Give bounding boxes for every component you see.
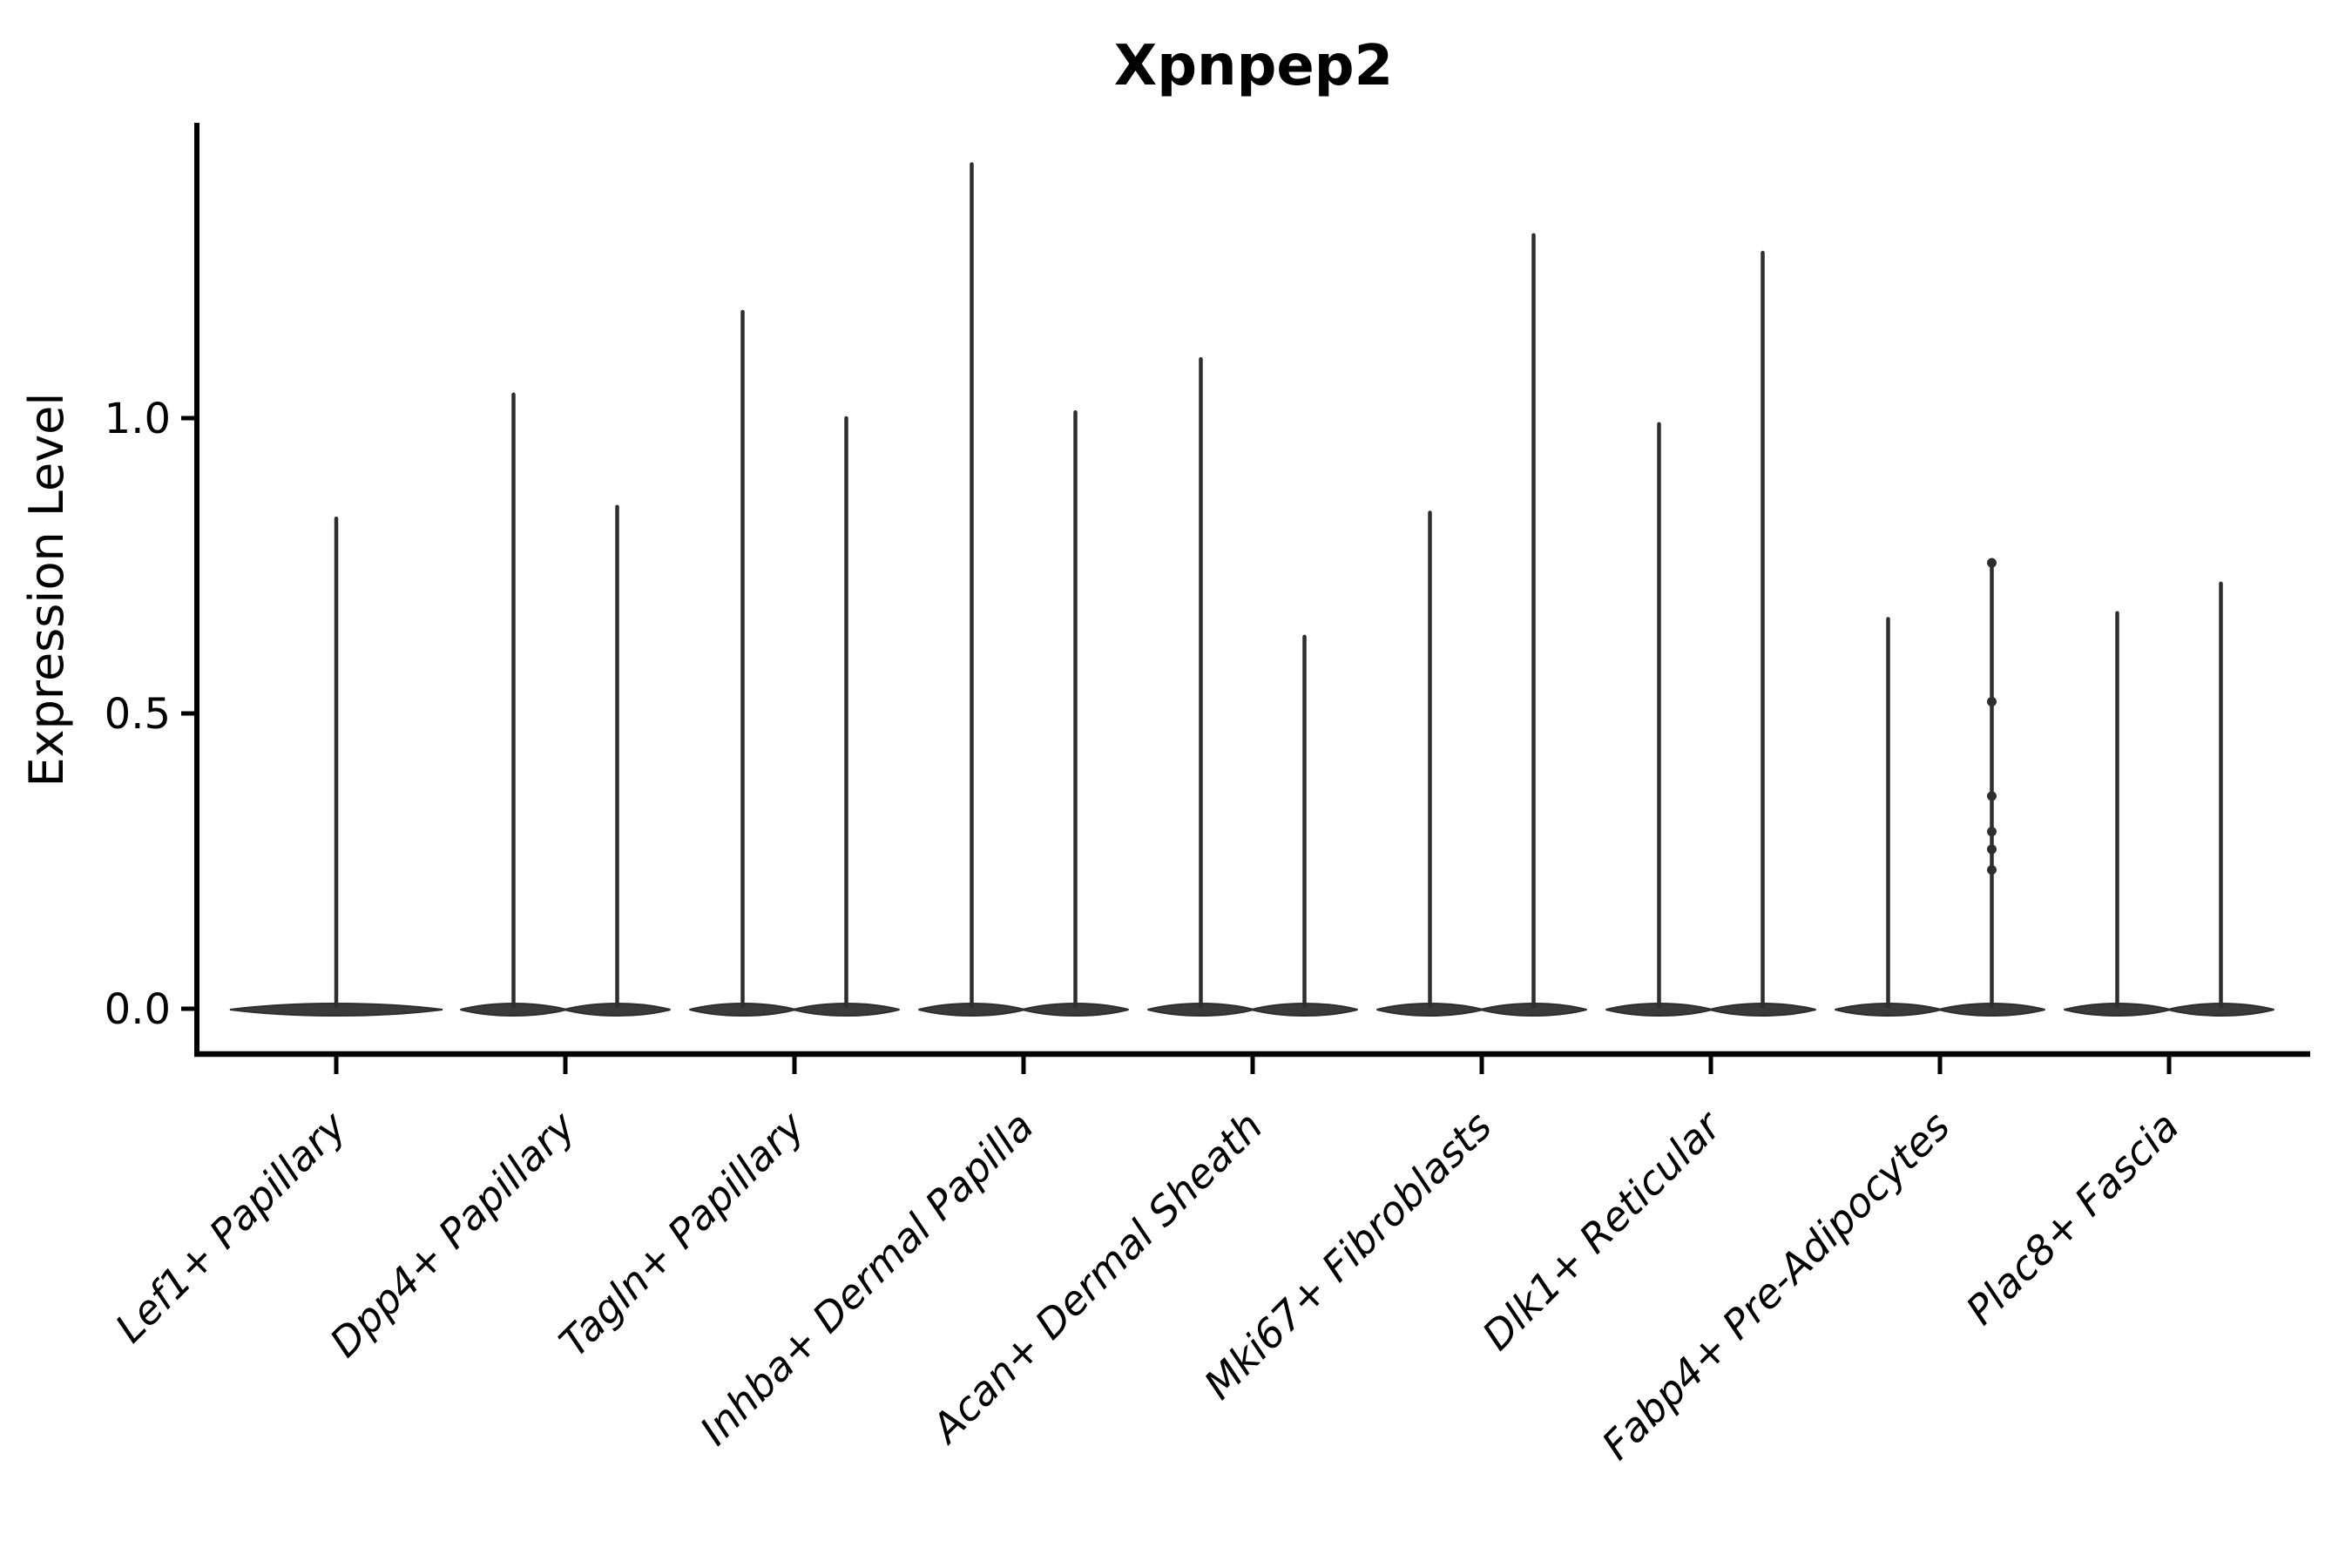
- violin-base: [2167, 1002, 2274, 1017]
- violins: [229, 162, 2274, 1017]
- violin: [793, 416, 900, 1017]
- violin: [229, 517, 443, 1017]
- violin: [1709, 250, 1816, 1017]
- violin: [1480, 233, 1587, 1017]
- violin: [1251, 634, 1358, 1017]
- violin-base: [1480, 1002, 1587, 1017]
- violin: [2167, 581, 2274, 1017]
- violin-base: [564, 1002, 671, 1017]
- violin: [689, 309, 796, 1017]
- y-tick-label: 0.5: [105, 690, 171, 739]
- data-point: [1987, 827, 1997, 837]
- chart-title: Xpnpep2: [1114, 34, 1393, 98]
- data-point: [1987, 696, 1997, 706]
- violin: [1938, 558, 2045, 1017]
- violin-base: [1709, 1002, 1816, 1017]
- violin-base: [793, 1002, 900, 1017]
- x-tick-label: Dpp4+ Papillary: [321, 1102, 585, 1366]
- violin: [460, 392, 567, 1017]
- x-tick-label: Lef1+ Papillary: [106, 1102, 355, 1351]
- data-point: [1987, 844, 1997, 855]
- x-tick-label: Dlk1+ Reticular: [1473, 1100, 1732, 1359]
- x-tick-label: Plac8+ Fascia: [1957, 1103, 2187, 1334]
- y-axis-label: Expression Level: [19, 393, 74, 787]
- violin: [2064, 611, 2171, 1017]
- violin-base: [1022, 1002, 1129, 1017]
- violin: [1605, 422, 1713, 1017]
- violin: [1022, 409, 1129, 1017]
- data-point: [1987, 558, 1997, 568]
- violin: [564, 504, 671, 1017]
- violin-base: [1938, 1002, 2045, 1017]
- violin-base: [1251, 1002, 1358, 1017]
- violin: [1376, 510, 1484, 1017]
- y-tick-label: 1.0: [105, 395, 171, 443]
- y-axis-ticks: 0.0 0.5 1.0: [105, 395, 197, 1034]
- violin: [1147, 356, 1254, 1017]
- data-point: [1987, 865, 1997, 875]
- violin: [1835, 617, 1942, 1017]
- violin-base: [229, 1002, 443, 1017]
- y-tick-label: 0.0: [105, 985, 171, 1034]
- data-point: [1987, 791, 1997, 801]
- violin: [918, 162, 1025, 1017]
- x-tick-label: Tagln+ Papillary: [550, 1102, 814, 1366]
